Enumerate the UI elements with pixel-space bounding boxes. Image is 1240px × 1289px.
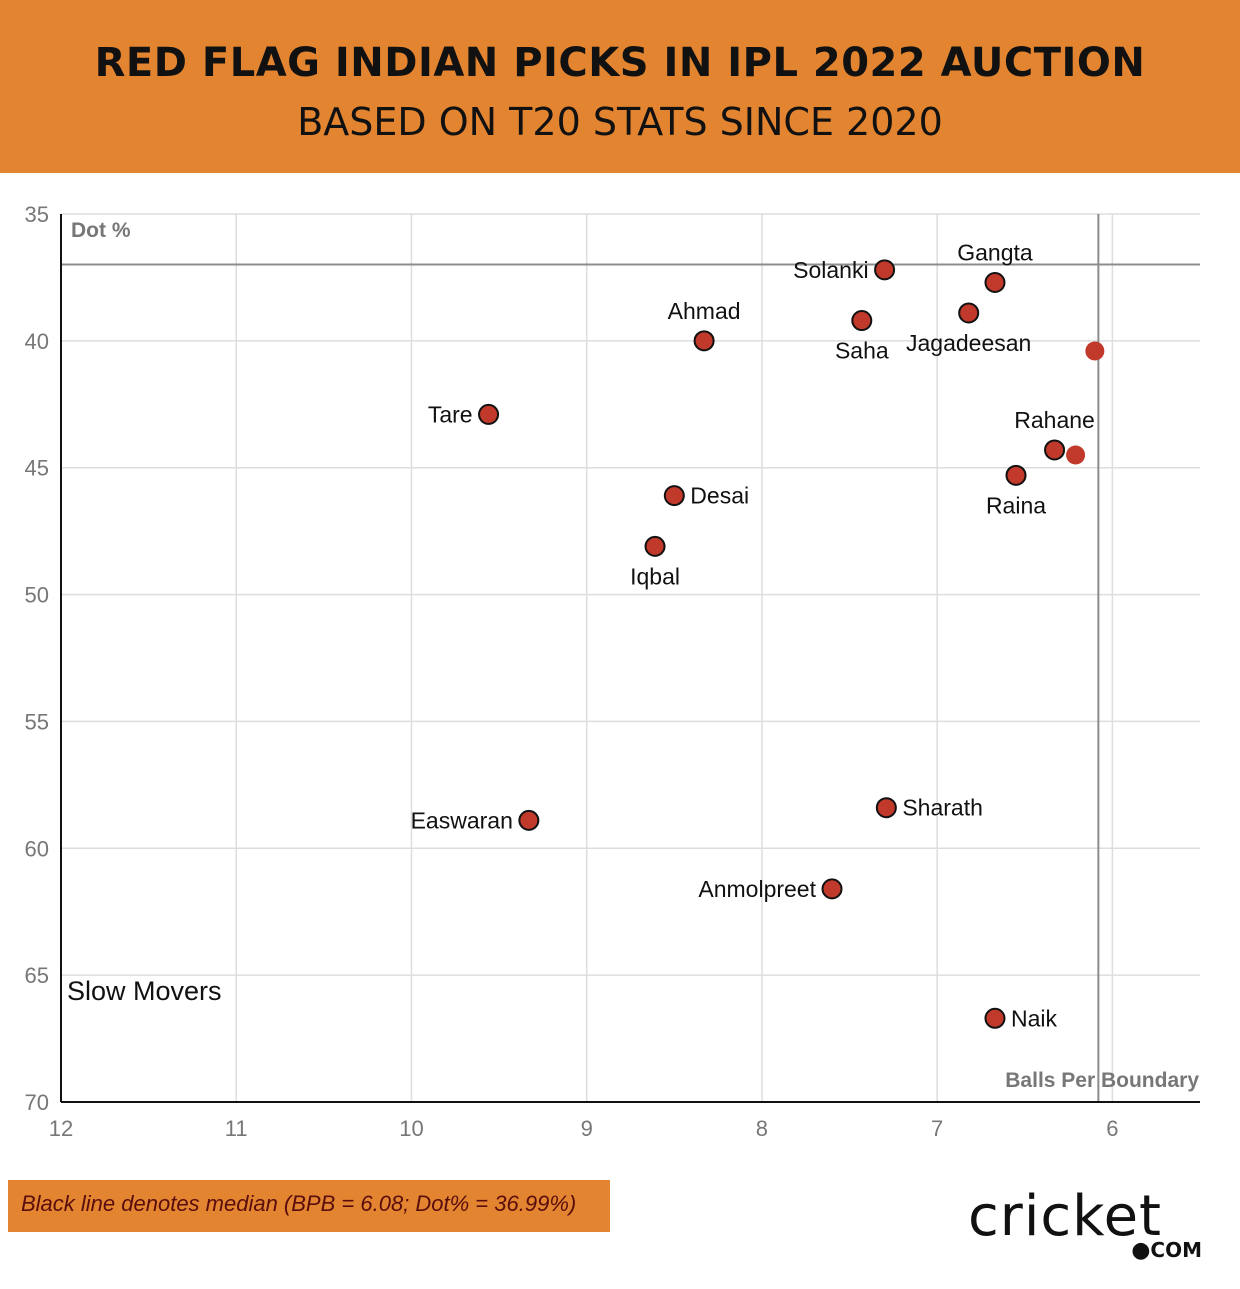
point-label: Raina: [986, 492, 1046, 518]
point-label: Anmolpreet: [698, 876, 816, 902]
x-tick-label: 6: [1106, 1116, 1118, 1141]
data-point: [644, 535, 666, 557]
y-tick-label: 65: [25, 963, 49, 988]
point-label: Sharath: [902, 795, 983, 821]
data-point: [1044, 439, 1066, 461]
point-label: Saha: [835, 338, 889, 364]
data-point: [875, 797, 897, 819]
cricket-com-logo: cricket ●COM: [968, 1184, 1204, 1266]
x-tick-label: 8: [756, 1116, 768, 1141]
point-label: Desai: [690, 483, 749, 509]
x-tick-label: 12: [49, 1116, 73, 1141]
logo-suffix: ●COM: [1131, 1238, 1202, 1263]
data-point: [821, 878, 843, 900]
chart-subtitle: BASED ON T20 STATS SINCE 2020: [297, 100, 943, 144]
point-label: Easwaran: [411, 807, 513, 833]
y-tick-label: 70: [25, 1090, 49, 1115]
y-tick-label: 40: [25, 329, 49, 354]
y-tick-label: 60: [25, 836, 49, 861]
point-label: Jagadeesan: [906, 330, 1031, 356]
x-tick-label: 7: [931, 1116, 943, 1141]
x-tick-label: 10: [399, 1116, 423, 1141]
chart-title: RED FLAG INDIAN PICKS IN IPL 2022 AUCTIO…: [94, 40, 1146, 86]
data-point: [1066, 445, 1086, 465]
footnote-text: Black line denotes median (BPB = 6.08; D…: [21, 1191, 577, 1216]
footnote-box: Black line denotes median (BPB = 6.08; D…: [8, 1180, 610, 1232]
data-point: [693, 330, 715, 352]
point-label: Naik: [1011, 1005, 1058, 1031]
data-point: [518, 809, 540, 831]
y-tick-label: 45: [25, 456, 49, 481]
header-banner: RED FLAG INDIAN PICKS IN IPL 2022 AUCTIO…: [0, 0, 1240, 173]
data-point: [1085, 341, 1105, 361]
data-point: [1005, 464, 1027, 486]
x-tick-label: 9: [581, 1116, 593, 1141]
point-label: Gangta: [957, 240, 1033, 266]
data-point: [851, 310, 873, 332]
point-label: Solanki: [793, 257, 868, 283]
y-tick-label: 55: [25, 709, 49, 734]
data-point: [874, 259, 896, 281]
slow-movers-annotation: Slow Movers: [67, 976, 222, 1006]
data-point: [984, 272, 1006, 294]
point-label: Ahmad: [668, 298, 741, 324]
y-tick-label: 50: [25, 583, 49, 608]
data-point: [663, 485, 685, 507]
point-label: Iqbal: [630, 563, 680, 589]
point-label: Tare: [428, 401, 473, 427]
logo-wordmark: cricket: [968, 1184, 1163, 1249]
y-axis-title: Dot %: [71, 219, 131, 242]
data-point: [958, 302, 980, 324]
scatter-chart: 12 11 10 9 8 7 6 35 40 45 50 55 60 65 70 Dot % Balls Per…: [25, 202, 1200, 1141]
x-tick-label: 11: [225, 1116, 248, 1141]
data-point: [478, 403, 500, 425]
y-tick-label: 35: [25, 202, 49, 227]
point-label: Rahane: [1014, 407, 1095, 433]
data-point: [984, 1007, 1006, 1029]
x-axis-title: Balls Per Boundary: [1005, 1069, 1199, 1092]
